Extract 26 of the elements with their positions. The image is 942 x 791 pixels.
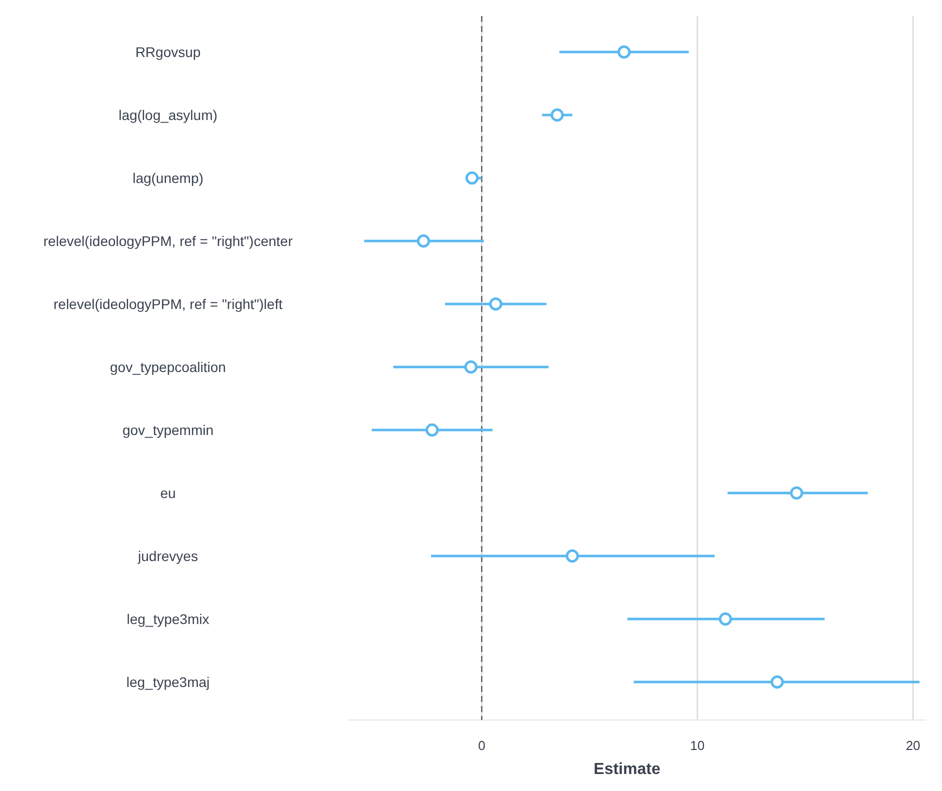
point xyxy=(790,486,804,500)
y-tick-label: gov_typemmin xyxy=(122,422,214,438)
y-tick-label: gov_typepcoalition xyxy=(110,359,226,375)
point xyxy=(464,360,478,374)
point xyxy=(718,612,732,626)
y-tick-label: leg_type3maj xyxy=(126,674,210,690)
y-tick-label: lag(unemp) xyxy=(132,170,204,186)
x-axis-title: Estimate xyxy=(594,761,660,778)
x-tick-label: 10 xyxy=(690,738,705,753)
point xyxy=(550,108,564,122)
point xyxy=(489,297,502,311)
x-tick-label: 0 xyxy=(478,738,486,753)
y-tick-label: eu xyxy=(160,485,176,501)
point xyxy=(465,171,479,185)
point xyxy=(416,234,430,248)
point xyxy=(770,675,784,689)
y-tick-label: RRgovsup xyxy=(135,44,201,60)
y-tick-label: relevel(ideologyPPM, ref = "right")center xyxy=(43,233,293,249)
point xyxy=(566,549,579,563)
y-tick-label: relevel(ideologyPPM, ref = "right")left xyxy=(54,296,283,312)
point xyxy=(617,45,631,59)
x-tick-label: 20 xyxy=(906,738,920,753)
y-tick-label: leg_type3mix xyxy=(126,611,210,627)
y-tick-label: lag(log_asylum) xyxy=(118,107,218,123)
point xyxy=(426,423,439,437)
y-tick-label: judrevyes xyxy=(137,548,198,564)
